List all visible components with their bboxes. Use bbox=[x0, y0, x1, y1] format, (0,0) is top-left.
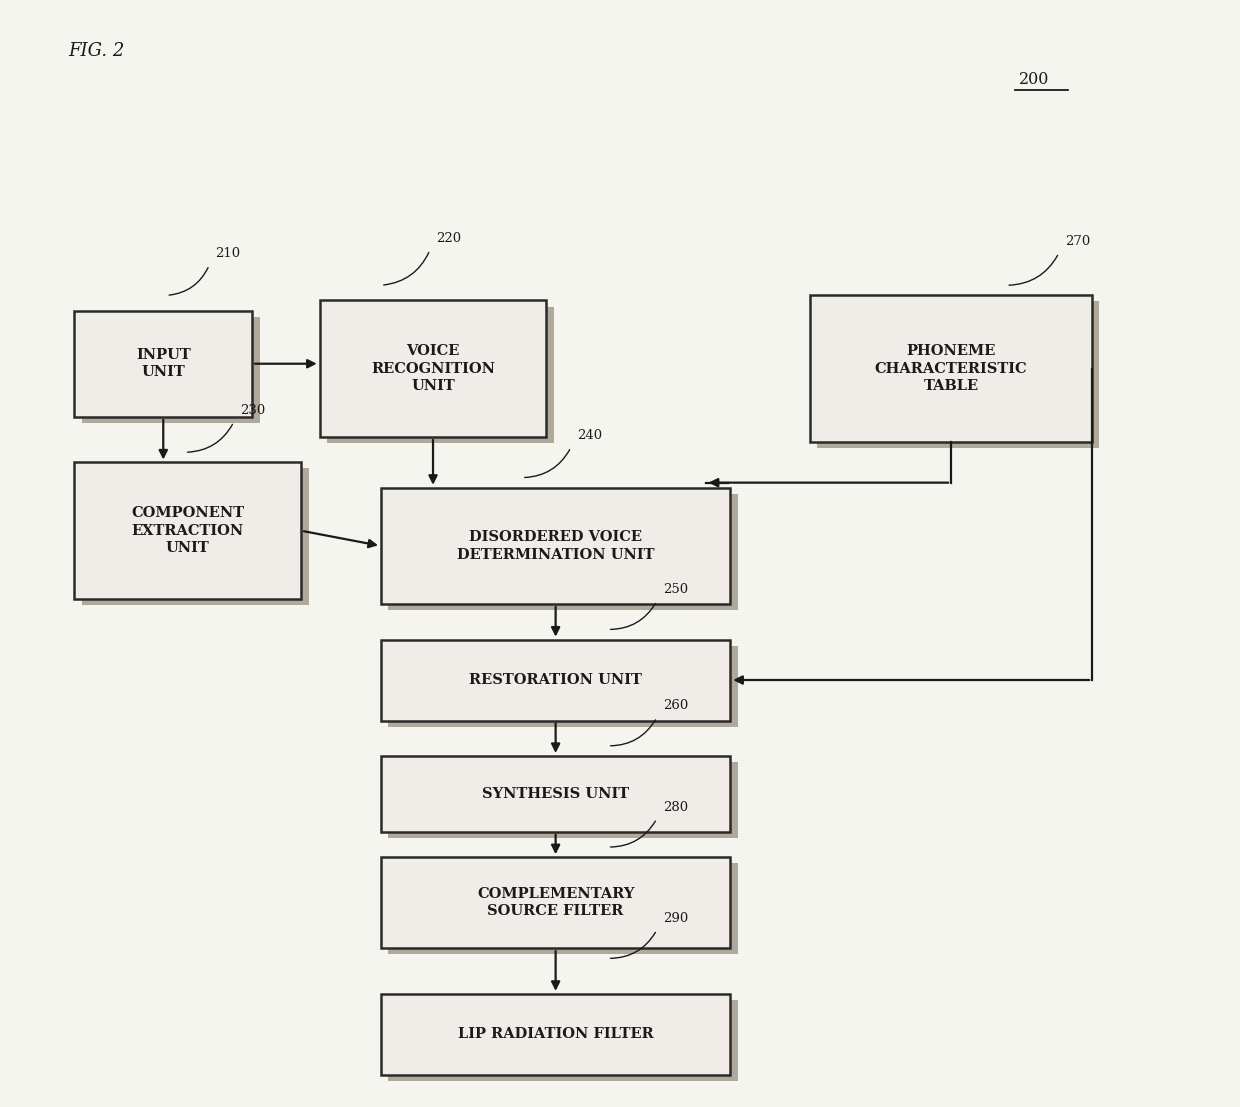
Text: 280: 280 bbox=[663, 800, 688, 814]
Bar bbox=[381, 756, 730, 831]
Bar bbox=[82, 468, 309, 606]
Bar bbox=[388, 762, 738, 838]
Text: 220: 220 bbox=[436, 231, 461, 245]
Text: VOICE
RECOGNITION
UNIT: VOICE RECOGNITION UNIT bbox=[371, 344, 495, 393]
Bar bbox=[388, 494, 738, 610]
Bar bbox=[388, 645, 738, 726]
Bar bbox=[381, 857, 730, 949]
Bar bbox=[320, 300, 547, 437]
Bar bbox=[82, 317, 259, 423]
Text: LIP RADIATION FILTER: LIP RADIATION FILTER bbox=[458, 1027, 653, 1042]
Bar bbox=[810, 296, 1092, 442]
Bar bbox=[381, 640, 730, 721]
Bar bbox=[388, 1000, 738, 1080]
Text: COMPONENT
EXTRACTION
UNIT: COMPONENT EXTRACTION UNIT bbox=[131, 506, 244, 555]
Bar bbox=[74, 311, 252, 417]
Text: DISORDERED VOICE
DETERMINATION UNIT: DISORDERED VOICE DETERMINATION UNIT bbox=[456, 530, 655, 561]
Bar bbox=[381, 994, 730, 1075]
Text: 230: 230 bbox=[239, 404, 265, 417]
Text: 210: 210 bbox=[216, 247, 241, 260]
Bar bbox=[327, 307, 554, 443]
Text: 290: 290 bbox=[663, 912, 688, 925]
Text: INPUT
UNIT: INPUT UNIT bbox=[136, 348, 191, 380]
Text: RESTORATION UNIT: RESTORATION UNIT bbox=[469, 673, 642, 687]
Bar bbox=[388, 863, 738, 954]
Bar bbox=[817, 301, 1100, 448]
Text: SYNTHESIS UNIT: SYNTHESIS UNIT bbox=[482, 787, 629, 800]
Text: 270: 270 bbox=[1065, 235, 1090, 248]
Text: 250: 250 bbox=[663, 583, 688, 596]
Text: 240: 240 bbox=[577, 430, 603, 442]
Text: 200: 200 bbox=[1018, 71, 1049, 87]
Bar bbox=[74, 463, 301, 599]
Text: PHONEME
CHARACTERISTIC
TABLE: PHONEME CHARACTERISTIC TABLE bbox=[874, 344, 1028, 393]
Bar bbox=[381, 488, 730, 604]
Text: 260: 260 bbox=[663, 700, 688, 713]
Text: COMPLEMENTARY
SOURCE FILTER: COMPLEMENTARY SOURCE FILTER bbox=[477, 887, 635, 919]
Text: FIG. 2: FIG. 2 bbox=[68, 42, 125, 61]
